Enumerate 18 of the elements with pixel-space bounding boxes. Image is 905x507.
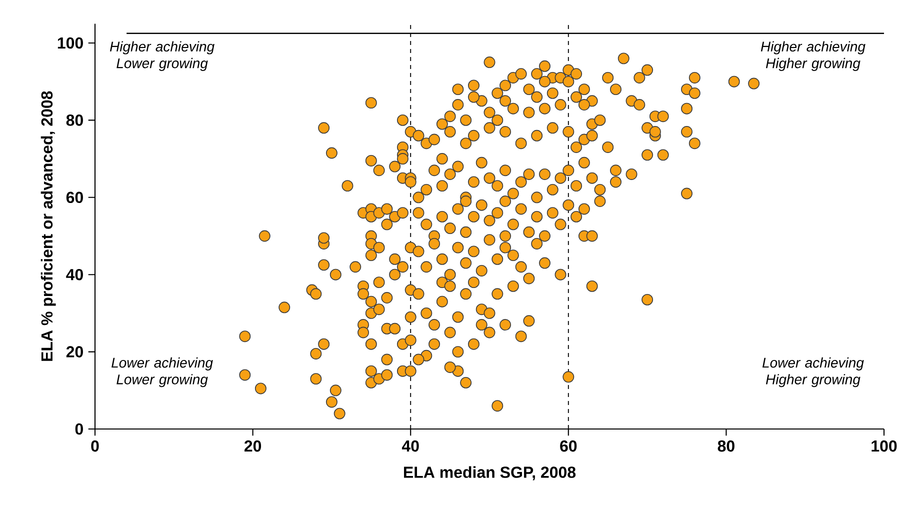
x-tick-label: 60 xyxy=(560,440,577,452)
x-tick-label: 20 xyxy=(244,440,262,452)
y-tick-label: 20 xyxy=(66,346,83,358)
annotation: Lower achieving Higher growing xyxy=(762,357,864,388)
annotation: Lower achieving Lower growing xyxy=(112,357,213,388)
y-axis-title: ELA % proficient or advanced, 2008 xyxy=(40,91,56,361)
y-tick-label: 80 xyxy=(66,114,83,126)
annotation: Higher achieving Higher growing xyxy=(760,41,866,71)
y-tick-label: 40 xyxy=(66,268,83,280)
x-axis-title: ELA median SGP, 2008 xyxy=(404,466,576,480)
y-tick-label: 0 xyxy=(75,423,83,435)
y-tick-label: 100 xyxy=(58,37,83,49)
x-tick-label: 80 xyxy=(718,440,734,452)
annotation: Higher achieving Lower growing xyxy=(110,41,214,71)
x-tick-label: 0 xyxy=(91,440,99,452)
x-tick-label: 100 xyxy=(872,440,897,452)
y-tick-label: 60 xyxy=(66,192,83,204)
x-tick-label: 40 xyxy=(402,440,419,452)
